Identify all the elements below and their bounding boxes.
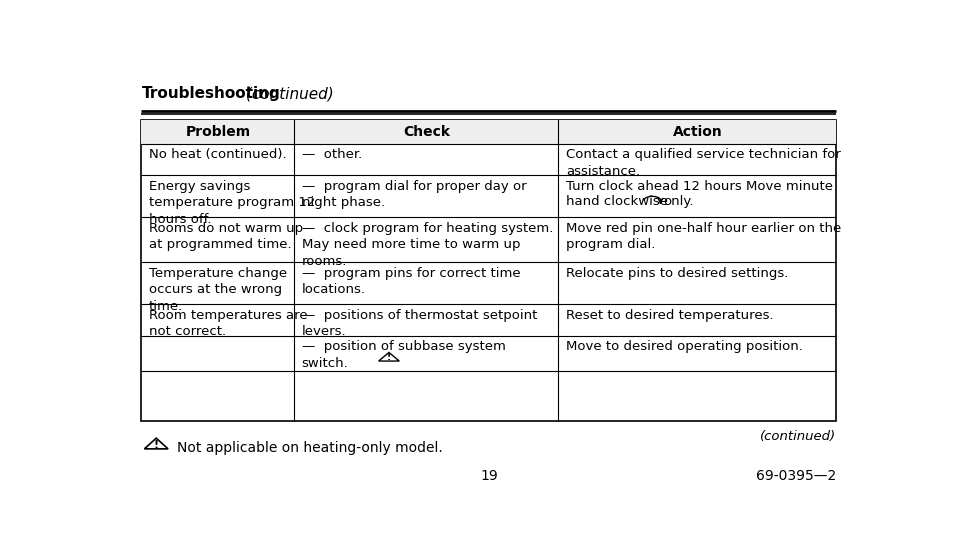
Text: only.: only. <box>662 195 693 208</box>
Text: !: ! <box>387 353 391 362</box>
Text: No heat (continued).: No heat (continued). <box>149 148 286 162</box>
Text: Turn clock ahead 12 hours Move minute: Turn clock ahead 12 hours Move minute <box>565 180 832 193</box>
Text: Troubleshooting: Troubleshooting <box>141 86 280 101</box>
Text: Relocate pins to desired settings.: Relocate pins to desired settings. <box>565 267 787 280</box>
Text: hand clockwise: hand clockwise <box>565 195 671 208</box>
Text: Temperature change
occurs at the wrong
time.: Temperature change occurs at the wrong t… <box>149 267 287 312</box>
Text: —  program pins for correct time
locations.: — program pins for correct time location… <box>301 267 519 296</box>
Text: Not applicable on heating-only model.: Not applicable on heating-only model. <box>176 441 442 455</box>
Text: Reset to desired temperatures.: Reset to desired temperatures. <box>565 309 773 322</box>
Text: Room temperatures are
not correct.: Room temperatures are not correct. <box>149 309 307 338</box>
Text: !: ! <box>153 439 158 449</box>
Text: 19: 19 <box>479 469 497 483</box>
Text: —  position of subbase system
switch.: — position of subbase system switch. <box>301 340 505 369</box>
Text: —  other.: — other. <box>301 148 361 162</box>
Text: Move to desired operating position.: Move to desired operating position. <box>565 340 801 353</box>
Text: Rooms do not warm up
at programmed time.: Rooms do not warm up at programmed time. <box>149 222 303 251</box>
Text: —  program dial for proper day or
night phase.: — program dial for proper day or night p… <box>301 180 526 209</box>
Text: Check: Check <box>402 125 450 139</box>
Text: —  positions of thermostat setpoint
levers.: — positions of thermostat setpoint lever… <box>301 309 537 338</box>
Bar <box>141 120 836 144</box>
Text: Contact a qualified service technician for
assistance.: Contact a qualified service technician f… <box>565 148 840 178</box>
Text: 69-0395—2: 69-0395—2 <box>756 469 836 483</box>
Text: Action: Action <box>672 125 721 139</box>
Text: —  clock program for heating system.
May need more time to warm up
rooms.: — clock program for heating system. May … <box>301 222 553 268</box>
Text: (continued): (continued) <box>241 86 334 101</box>
Text: Problem: Problem <box>185 125 251 139</box>
Text: (continued): (continued) <box>760 430 836 443</box>
Text: Move red pin one-half hour earlier on the
program dial.: Move red pin one-half hour earlier on th… <box>565 222 841 251</box>
Text: Energy savings
temperature program 12
hours off.: Energy savings temperature program 12 ho… <box>149 180 314 226</box>
Bar <box>141 120 836 421</box>
